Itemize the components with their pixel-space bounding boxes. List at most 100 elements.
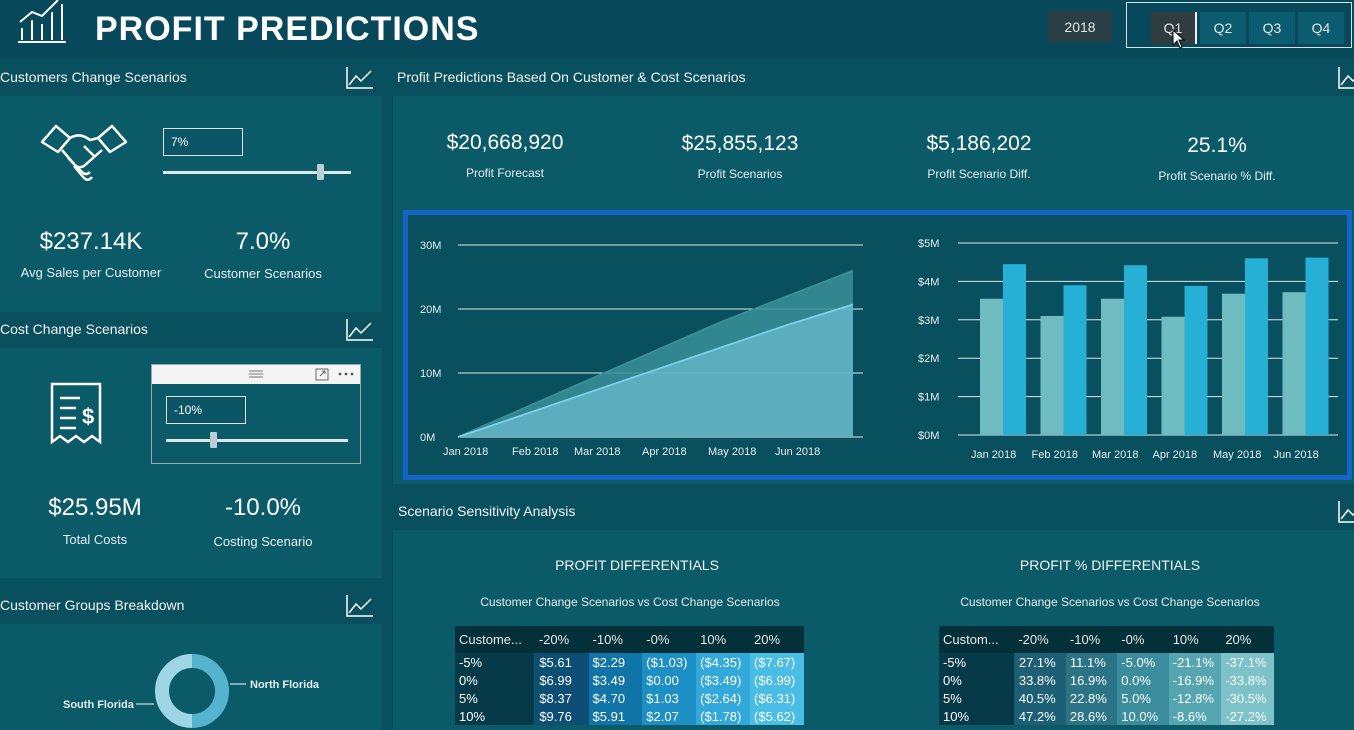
cost-slider-thumb[interactable]: [209, 432, 217, 448]
table-cell: $9.76: [534, 707, 589, 725]
kpi-label: Customer Scenarios: [204, 266, 322, 281]
donut-slice[interactable]: [191, 654, 229, 728]
line-chart-icon[interactable]: [345, 65, 375, 91]
cost-slider-track[interactable]: [166, 439, 348, 442]
table-cell: $6.99: [534, 671, 589, 689]
y-tick-label: 30M: [420, 240, 441, 252]
column-header[interactable]: -0%: [1117, 626, 1169, 653]
quarter-button-q4[interactable]: Q4: [1298, 12, 1344, 44]
column-header[interactable]: 10%: [1168, 626, 1222, 653]
bar-1[interactable]: [1222, 293, 1245, 435]
bar-1[interactable]: [1101, 298, 1124, 435]
panel-header: Profit Predictions Based On Customer & C…: [393, 60, 1354, 96]
table-cell: -21.1%: [1168, 653, 1222, 671]
table-cell: ($1.78): [696, 707, 751, 725]
customer-slider-thumb[interactable]: [316, 164, 324, 180]
line-chart-icon[interactable]: [1337, 499, 1354, 525]
bar-2[interactable]: [1305, 257, 1329, 435]
panel-title: Profit Predictions Based On Customer & C…: [397, 69, 746, 85]
table-cell: 0%: [939, 671, 1015, 689]
column-header[interactable]: -20%: [534, 626, 589, 653]
bar-2[interactable]: [1063, 285, 1087, 435]
column-header[interactable]: Custom...: [939, 626, 1015, 653]
bar-1[interactable]: [1161, 316, 1185, 435]
quarter-button-q2[interactable]: Q2: [1200, 12, 1246, 44]
drag-handle-icon[interactable]: [248, 369, 264, 379]
column-header[interactable]: -10%: [1065, 626, 1118, 653]
table-cell: $1.03: [642, 689, 697, 707]
table-cell: 0%: [455, 671, 535, 689]
table-cell: -30.5%: [1221, 689, 1274, 707]
mouse-pointer-icon: [1172, 29, 1186, 49]
bar-2[interactable]: [1245, 258, 1268, 435]
focused-slicer-frame[interactable]: -10%: [151, 364, 361, 464]
donut-slice[interactable]: [155, 654, 193, 728]
donut-label-north: North Florida: [250, 679, 320, 691]
bar-1[interactable]: [1282, 292, 1306, 435]
column-header[interactable]: 20%: [1221, 626, 1274, 653]
table-cell: -37.1%: [1221, 653, 1274, 671]
selected-charts-frame[interactable]: 0M 10M 20M 30M Jan 2018 Feb 2018 Mar 2018 Apr 2…: [403, 210, 1352, 480]
y-tick-label: $1M: [918, 392, 939, 404]
bar-1[interactable]: [980, 298, 1003, 435]
table-cell: 22.8%: [1065, 689, 1118, 707]
table-row: -5% $5.61 $2.29 ($1.03) ($4.35) ($7.67): [455, 653, 804, 671]
more-options-icon[interactable]: [338, 371, 354, 377]
column-header[interactable]: 10%: [696, 626, 751, 653]
column-header[interactable]: -10%: [588, 626, 643, 653]
customer-slider-track[interactable]: [163, 171, 351, 174]
quarter-button-q3[interactable]: Q3: [1249, 12, 1295, 44]
kpi-label: Costing Scenario: [213, 534, 313, 549]
x-tick-label: Mar 2018: [574, 446, 620, 458]
svg-text:$: $: [82, 404, 94, 429]
donut-chart: North Florida South Florida: [63, 654, 320, 728]
table-cell: 11.1%: [1065, 653, 1118, 671]
table-cell: $8.37: [534, 689, 589, 707]
line-chart-icon[interactable]: [345, 593, 375, 619]
table-cell: 5.0%: [1117, 689, 1169, 707]
bar-2[interactable]: [1003, 264, 1026, 435]
customer-scenario-input[interactable]: 7%: [163, 128, 243, 156]
column-header[interactable]: 20%: [750, 626, 804, 653]
table-header-row: Custom... -20% -10% -0% 10% 20%: [939, 626, 1274, 653]
x-tick-label: Jan 2018: [443, 446, 488, 458]
kpi-label: Avg Sales per Customer: [20, 265, 162, 280]
table-cell: -16.9%: [1168, 671, 1222, 689]
focus-mode-icon[interactable]: [315, 368, 329, 381]
y-tick-label: $0M: [918, 430, 939, 442]
line-chart-icon[interactable]: [1337, 65, 1354, 91]
x-tick-label: May 2018: [1213, 449, 1261, 461]
table-row: 5% $8.37 $4.70 $1.03 ($2.64) ($6.31): [455, 689, 804, 707]
table-cell: $5.91: [588, 707, 643, 725]
year-slicer-button[interactable]: 2018: [1048, 11, 1112, 42]
monthly-profit-bar-chart[interactable]: $0M $1M $2M $3M $4M $5M Jan 2018 Feb 2018 Mar 20…: [898, 215, 1348, 475]
receipt-dollar-icon: $: [50, 382, 102, 445]
table-cell: -5%: [939, 653, 1015, 671]
column-header[interactable]: -20%: [1014, 626, 1066, 653]
table-cell: 5%: [939, 689, 1015, 707]
cumulative-profit-area-chart[interactable]: 0M 10M 20M 30M Jan 2018 Feb 2018 Mar 2018 Apr 2…: [408, 215, 878, 475]
table-row: 0% 33.8% 16.9% 0.0% -16.9% -33.8%: [939, 671, 1274, 689]
table-cell: $0.00: [642, 671, 697, 689]
table-cell: 40.5%: [1013, 689, 1066, 707]
bar-2[interactable]: [1124, 265, 1147, 435]
profit-pct-differentials-table: Custom... -20% -10% -0% 10% 20% -5% 27.1% 11.1% -…: [939, 626, 1274, 725]
table-cell: -5.0%: [1117, 653, 1169, 671]
column-header[interactable]: -0%: [642, 626, 697, 653]
table-cell: 16.9%: [1065, 671, 1118, 689]
y-tick-label: $2M: [918, 353, 939, 365]
kpi-label: Total Costs: [62, 532, 128, 547]
column-header[interactable]: Custome...: [455, 626, 535, 653]
bar-2[interactable]: [1184, 286, 1208, 435]
table-header-row: Custome... -20% -10% -0% 10% 20%: [455, 626, 804, 653]
cost-scenario-input[interactable]: -10%: [166, 396, 246, 424]
bar-1[interactable]: [1040, 315, 1064, 435]
panel-header: Cost Change Scenarios: [0, 312, 382, 348]
visual-toolbar: [152, 365, 360, 384]
kpi-value: 25.1%: [1187, 134, 1247, 157]
y-tick-label: 0M: [420, 432, 435, 444]
table-cell: ($5.62): [750, 707, 804, 725]
table-cell: 28.6%: [1065, 707, 1118, 725]
y-tick-label: 20M: [420, 304, 441, 316]
line-chart-icon[interactable]: [345, 317, 375, 343]
